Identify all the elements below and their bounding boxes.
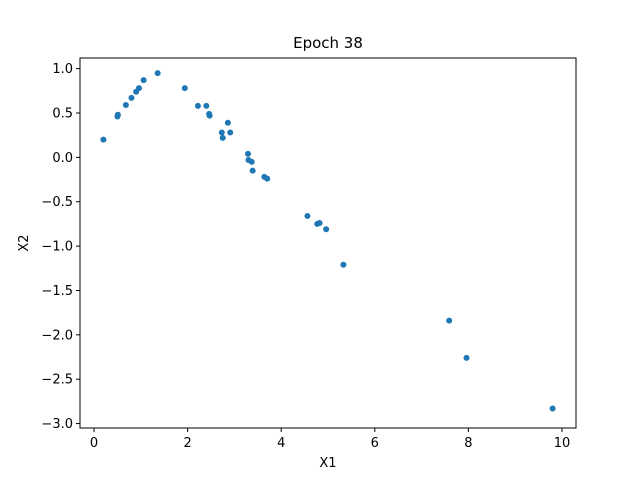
scatter-point [154,70,161,77]
x-axis-label: X1 [319,456,336,471]
scatter-point [316,220,323,227]
scatter-point [227,129,234,136]
x-tick-label: 4 [277,436,285,451]
scatter-point [140,77,147,84]
y-tick-label: −1.0 [41,240,73,255]
scatter-point [128,94,135,101]
scatter-point [224,119,231,126]
scatter-point [249,167,256,174]
scatter-point [181,85,188,92]
y-tick-label: −1.5 [41,284,73,299]
scatter-point [248,158,255,165]
x-tick-label: 0 [90,436,98,451]
plot-area-frame [79,57,577,429]
scatter-point [446,317,453,324]
y-tick-label: −0.5 [41,195,73,210]
y-tick-label: −2.5 [41,373,73,388]
x-tick-label: 8 [464,436,472,451]
scatter-point [244,150,251,157]
y-tick-label: 1.0 [52,62,73,77]
scatter-point [135,85,142,92]
data-points [100,70,556,412]
scatter-point [194,102,201,109]
scatter-point [218,129,225,136]
scatter-point [203,102,210,109]
y-tick-label: 0.0 [52,151,73,166]
y-axis-label: X2 [17,234,32,251]
scatter-point [549,405,556,412]
scatter-point [114,111,121,118]
chart-title: Epoch 38 [293,34,363,52]
x-tick-label: 2 [183,436,191,451]
x-tick-label: 6 [371,436,379,451]
scatter-point [100,136,107,143]
scatter-point [219,134,226,141]
y-tick-label: −2.0 [41,328,73,343]
scatter-point [206,112,213,119]
y-tick-label: −3.0 [41,417,73,432]
x-axis-ticks: 0 2 4 6 8 10 [90,428,570,451]
scatter-point [323,226,330,233]
scatter-point [463,354,470,361]
scatter-point [122,102,129,109]
scatter-point [304,212,311,219]
y-tick-label: 0.5 [52,107,73,122]
scatter-point [264,175,271,182]
scatter-point [340,261,347,268]
x-tick-label: 10 [554,436,571,451]
y-axis-ticks: 1.0 0.5 0.0 −0.5 −1.0 −1.5 −2.0 −2.5 −3.0 [41,62,80,432]
